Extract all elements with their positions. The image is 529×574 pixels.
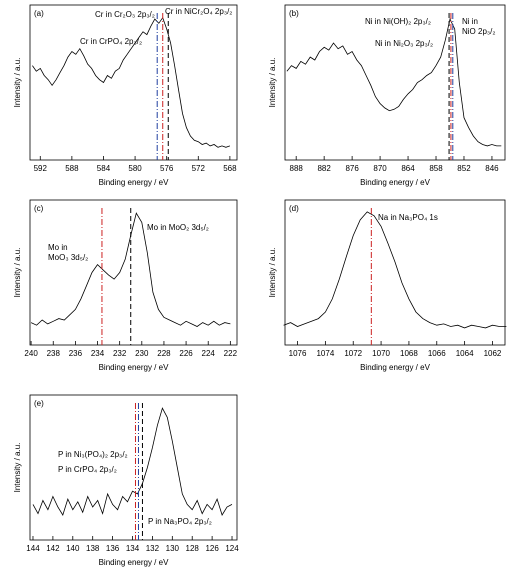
plot-frame xyxy=(284,199,506,346)
x-tick-label: 1068 xyxy=(400,349,418,358)
annotation-label: MoO₃ 3d₅/₂ xyxy=(48,253,88,262)
x-tick-label: 138 xyxy=(86,544,100,553)
x-tick-label: 870 xyxy=(373,164,387,173)
x-tick-label: 136 xyxy=(106,544,120,553)
panel-label: (c) xyxy=(34,204,44,213)
x-tick-label: 224 xyxy=(202,349,216,358)
x-tick-label: 130 xyxy=(166,544,180,553)
panel-label: (e) xyxy=(34,399,44,408)
y-axis-label: Intensity / a.u. xyxy=(268,248,277,298)
x-axis-label: Binding energy / eV xyxy=(360,178,430,187)
x-tick-label: 888 xyxy=(290,164,304,173)
annotation-label: Ni in Ni(OH)₂ 2p₃/₂ xyxy=(365,17,431,26)
x-tick-label: 240 xyxy=(24,349,38,358)
x-tick-label: 236 xyxy=(69,349,83,358)
x-tick-label: 142 xyxy=(46,544,60,553)
annotation-label: P in Na₃PO₄ 2p₃/₂ xyxy=(148,517,212,526)
x-tick-label: 1072 xyxy=(344,349,362,358)
y-axis-label: Intensity / a.u. xyxy=(13,443,22,493)
spectrum-line xyxy=(32,407,233,516)
x-tick-label: 226 xyxy=(179,349,193,358)
panel-label: (d) xyxy=(289,204,299,213)
x-tick-label: 876 xyxy=(345,164,359,173)
panel-label: (a) xyxy=(34,9,44,18)
plot-frame xyxy=(29,394,238,541)
plot-frame xyxy=(284,4,506,161)
x-tick-label: 846 xyxy=(485,164,499,173)
plot-frame xyxy=(29,4,238,161)
x-tick-label: 234 xyxy=(91,349,105,358)
x-tick-label: 1062 xyxy=(484,349,502,358)
x-tick-label: 1074 xyxy=(316,349,334,358)
x-tick-label: 858 xyxy=(429,164,443,173)
x-tick-label: 128 xyxy=(186,544,200,553)
x-axis-label: Binding energy / eV xyxy=(99,178,169,187)
annotation-label: Na in Na₃PO₄ 1s xyxy=(378,213,438,222)
x-tick-label: 140 xyxy=(66,544,80,553)
panel-label: (b) xyxy=(289,9,299,18)
x-axis-label: Binding energy / eV xyxy=(360,363,430,372)
x-tick-label: 144 xyxy=(26,544,40,553)
y-axis-label: Intensity / a.u. xyxy=(13,58,22,108)
x-tick-label: 576 xyxy=(160,164,174,173)
x-tick-label: 1076 xyxy=(289,349,307,358)
annotation-label: Cr in NiCr₂O₄ 2p₃/₂ xyxy=(165,7,232,16)
annotation-label: Ni in xyxy=(462,17,478,26)
x-tick-label: 238 xyxy=(47,349,61,358)
y-axis-label: Intensity / a.u. xyxy=(13,248,22,298)
annotation-label: Mo in xyxy=(48,243,68,252)
x-tick-label: 580 xyxy=(128,164,142,173)
annotation-label: P in Ni₃(PO₄)₂ 2p₃/₂ xyxy=(58,450,128,459)
annotation-label: P in CrPO₄ 2p₃/₂ xyxy=(58,465,117,474)
x-tick-label: 864 xyxy=(401,164,415,173)
x-tick-label: 228 xyxy=(157,349,171,358)
spectrum-line xyxy=(32,16,231,148)
x-tick-label: 1070 xyxy=(372,349,390,358)
x-tick-label: 592 xyxy=(34,164,48,173)
annotation-label: Ni in Ni₂O₃ 2p₃/₂ xyxy=(375,39,433,48)
spectrum-line xyxy=(286,17,502,147)
annotation-label: Cr in CrPO₄ 2p₃/₂ xyxy=(80,37,142,46)
x-tick-label: 588 xyxy=(65,164,79,173)
x-axis-label: Binding energy / eV xyxy=(99,558,169,567)
x-tick-label: 584 xyxy=(97,164,111,173)
annotation-label: NiO 2p₃/₂ xyxy=(462,27,495,36)
x-tick-label: 852 xyxy=(457,164,471,173)
annotation-label: Cr in Cr₂O₃ 2p₃/₂ xyxy=(95,10,155,19)
x-tick-label: 230 xyxy=(135,349,149,358)
x-axis-label: Binding energy / eV xyxy=(99,363,169,372)
y-axis-label: Intensity / a.u. xyxy=(268,58,277,108)
annotation-label: Mo in MoO₂ 3d₅/₂ xyxy=(147,223,209,232)
x-tick-label: 1066 xyxy=(428,349,446,358)
x-tick-label: 134 xyxy=(126,544,140,553)
spectrum-line xyxy=(283,211,507,329)
x-tick-label: 882 xyxy=(317,164,331,173)
x-tick-label: 126 xyxy=(205,544,219,553)
x-tick-label: 1064 xyxy=(456,349,474,358)
x-tick-label: 568 xyxy=(223,164,237,173)
x-tick-label: 232 xyxy=(113,349,127,358)
x-tick-label: 124 xyxy=(225,544,239,553)
x-tick-label: 222 xyxy=(224,349,238,358)
x-tick-label: 132 xyxy=(146,544,160,553)
x-tick-label: 572 xyxy=(192,164,206,173)
plot-frame xyxy=(29,199,238,346)
